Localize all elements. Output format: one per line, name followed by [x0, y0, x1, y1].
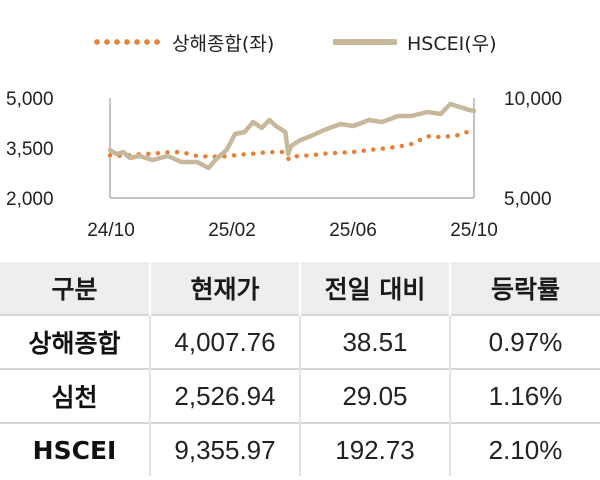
y-right-tick-label: 5,000 — [504, 189, 552, 210]
row-current-price: 4,007.76 — [150, 314, 301, 369]
row-change-rate: 0.97% — [450, 314, 600, 369]
index-table: 구분 현재가 전일 대비 등락률 상해종합 4,007.76 38.51 0.9… — [0, 262, 600, 476]
line-chart: 5,000 3,500 2,000 10,000 5,000 24/10 25/02 25/0… — [6, 89, 562, 241]
row-name: 상해종합 — [0, 314, 151, 369]
table-row: 상해종합 4,007.76 38.51 0.97% — [0, 314, 600, 369]
y-left-tick-label: 3,500 — [6, 139, 54, 160]
y-left-tick-label: 5,000 — [6, 89, 54, 110]
table-row: 심천 2,526.94 29.05 1.16% — [0, 368, 600, 423]
row-change: 192.73 — [300, 422, 451, 476]
header-change: 전일 대비 — [300, 262, 451, 315]
table-row: HSCEI 9,355.97 192.73 2.10% — [0, 422, 600, 476]
legend-dotted-line-swatch — [92, 39, 162, 45]
legend-label-shanghai: 상해종합(좌) — [172, 32, 275, 55]
series-line-shanghai — [107, 129, 472, 162]
legend-solid-line-swatch — [333, 39, 397, 45]
header-current-price: 현재가 — [150, 262, 301, 315]
x-tick-label: 25/02 — [208, 220, 256, 241]
x-tick-label: 25/10 — [450, 220, 498, 241]
row-change-rate: 1.16% — [450, 368, 600, 423]
x-tick-label: 24/10 — [87, 220, 135, 241]
chart-legend: 상해종합(좌) HSCEI(우) — [0, 22, 600, 62]
row-change-rate: 2.10% — [450, 422, 600, 476]
x-tick-label: 25/06 — [329, 220, 377, 241]
legend-item-hscei: HSCEI(우) — [333, 22, 497, 62]
series-line-hscei — [107, 101, 477, 171]
y-left-tick-label: 2,000 — [6, 189, 54, 210]
row-name: 심천 — [0, 368, 151, 423]
row-change: 38.51 — [300, 314, 451, 369]
row-change: 29.05 — [300, 368, 451, 423]
legend-item-shanghai: 상해종합(좌) — [92, 22, 274, 62]
legend-label-hscei: HSCEI(우) — [407, 32, 497, 55]
y-right-tick-label: 10,000 — [504, 89, 562, 110]
table-header-row: 구분 현재가 전일 대비 등락률 — [0, 262, 600, 315]
row-current-price: 2,526.94 — [150, 368, 301, 423]
header-category: 구분 — [0, 262, 151, 315]
row-current-price: 9,355.97 — [150, 422, 301, 476]
header-change-rate: 등락률 — [450, 262, 600, 315]
row-name: HSCEI — [0, 422, 151, 476]
